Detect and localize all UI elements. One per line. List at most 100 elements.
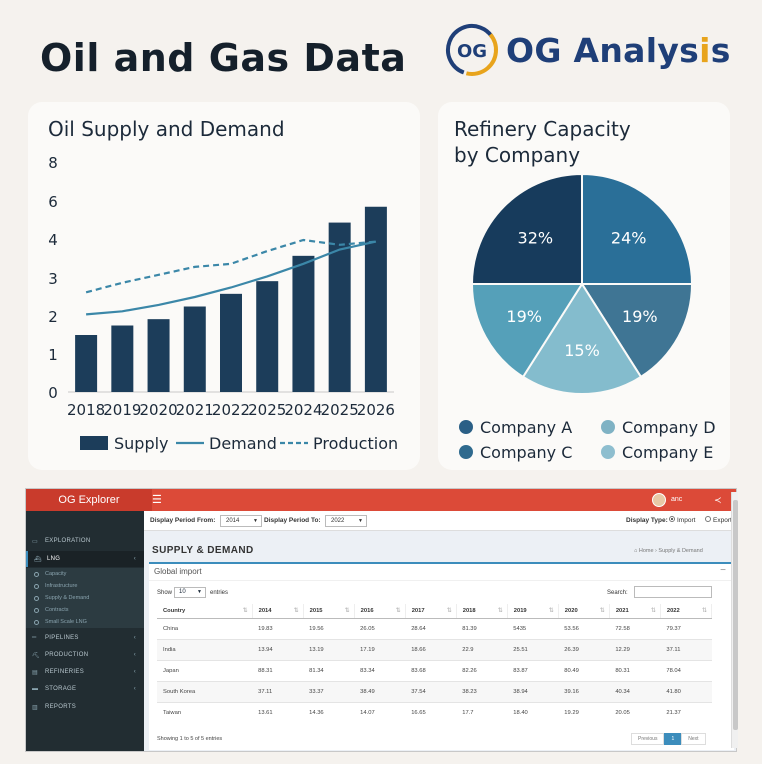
legend-dot	[459, 420, 473, 434]
sidebar-sub-contracts[interactable]: Contracts	[26, 604, 144, 616]
column-header[interactable]: 2015 ⇅	[303, 604, 355, 619]
pie-slice	[470, 283, 584, 379]
table-row: India 13.94 13.19 17.19 18.66 22.9 25.51 26.39 1…	[157, 638, 712, 660]
value-cell: 40.34	[609, 680, 661, 702]
y-tick-label: 8	[48, 154, 58, 172]
user-avatar[interactable]	[652, 493, 666, 507]
supply-bar	[183, 306, 206, 392]
period-to-label: Display Period To:	[264, 517, 321, 524]
value-cell: 16.65	[405, 701, 457, 723]
value-cell: 37.54	[405, 680, 457, 702]
caret-down-icon: ▼	[253, 518, 258, 524]
legend-company-label: Company C	[480, 443, 572, 462]
value-cell: 14.36	[303, 701, 355, 723]
share-icon[interactable]: ≺	[714, 495, 722, 505]
brand-name: OG Analysis	[506, 30, 731, 70]
column-header[interactable]: 2017 ⇅	[405, 604, 457, 619]
column-header[interactable]: 2014 ⇅	[252, 604, 304, 619]
legend-dot	[459, 445, 473, 459]
value-cell: 80.49	[558, 659, 610, 681]
scrollbar[interactable]	[731, 492, 738, 748]
explorer-brand[interactable]: OG Explorer	[26, 489, 152, 511]
table-row: Taiwan 13.61 14.36 14.07 16.65 17.7 18.40 19.29…	[157, 701, 712, 723]
x-tick-label: 2019	[103, 401, 141, 419]
entries-select[interactable]: 10 ▼	[174, 587, 206, 598]
x-tick-label: 2020	[139, 401, 177, 419]
reports-icon: ▥	[32, 704, 38, 711]
value-cell: 53.56	[558, 617, 610, 639]
filter-bar: Display Period From: 2014 ▼ Display Perio…	[144, 511, 736, 531]
chevron-left-icon: ‹	[133, 556, 136, 562]
value-cell: 22.9	[456, 638, 508, 660]
supply-bar	[75, 335, 98, 392]
sort-icon: ⇅	[344, 608, 350, 614]
chevron-left-icon: ‹	[133, 635, 136, 641]
value-cell: 72.58	[609, 617, 661, 639]
scroll-thumb[interactable]	[733, 500, 738, 730]
value-cell: 33.37	[303, 680, 355, 702]
column-header[interactable]: 2019 ⇅	[507, 604, 559, 619]
value-cell: 81.34	[303, 659, 355, 681]
import-radio[interactable]: Import	[669, 511, 695, 531]
sidebar-item-exploration[interactable]: ▭ EXPLORATION	[32, 538, 91, 545]
sidebar-item-pipelines[interactable]: ═ PIPELINES ‹	[32, 635, 136, 641]
sidebar-sub-capacity[interactable]: Capacity	[26, 568, 144, 580]
sidebar-item-production[interactable]: ⛏ PRODUCTION ‹	[32, 652, 136, 659]
column-header[interactable]: 2022 ⇅	[660, 604, 713, 619]
value-cell: 14.07	[354, 701, 406, 723]
sort-icon: ⇅	[242, 608, 248, 614]
sort-icon: ⇅	[395, 608, 401, 614]
table-info: Showing 1 to 5 of 5 entries	[157, 736, 223, 742]
sort-icon: ⇅	[650, 608, 656, 614]
exploration-icon: ▭	[32, 538, 38, 545]
refinery-capacity-pie: 32% 24% 19% 15% 19% Company A Company D Company…	[459, 172, 716, 462]
legend-company-label: Company D	[622, 418, 716, 437]
value-cell: 38.94	[507, 680, 559, 702]
section-title: SUPPLY & DEMAND	[152, 545, 254, 556]
sidebar-item-storage[interactable]: ▬ STORAGE ‹	[32, 686, 136, 692]
value-cell: 18.40	[507, 701, 559, 723]
value-cell: 81.39	[456, 617, 508, 639]
value-cell: 13.19	[303, 638, 355, 660]
minimize-icon[interactable]: −	[720, 565, 726, 576]
sort-icon: ⇅	[548, 608, 554, 614]
column-header[interactable]: 2016 ⇅	[354, 604, 406, 619]
sidebar-item-lng[interactable]: ⛴ LNG ‹	[26, 551, 144, 567]
period-from-label: Display Period From:	[150, 517, 216, 524]
sidebar-sub-infrastructure[interactable]: Infrastructure	[26, 580, 144, 592]
country-cell: India	[157, 638, 253, 660]
page-1-button[interactable]: 1	[664, 733, 682, 745]
column-header[interactable]: 2021 ⇅	[609, 604, 661, 619]
column-header[interactable]: Country ⇅	[157, 604, 253, 619]
og-logo-icon: OG	[446, 24, 498, 76]
next-button[interactable]: Next	[681, 733, 706, 745]
user-name[interactable]: anc	[671, 496, 683, 503]
previous-button[interactable]: Previous	[631, 733, 665, 745]
column-header[interactable]: 2018 ⇅	[456, 604, 508, 619]
sort-icon: ⇅	[446, 608, 452, 614]
column-header[interactable]: 2020 ⇅	[558, 604, 610, 619]
sidebar-sub-supply-demand[interactable]: Supply & Demand	[26, 592, 144, 604]
ship-icon: ⛴	[34, 556, 42, 563]
legend-supply-label: Supply	[114, 434, 169, 453]
y-tick-label: 3	[48, 270, 58, 288]
period-from-select[interactable]: 2014 ▼	[220, 515, 262, 527]
breadcrumb-home[interactable]: Home	[638, 548, 654, 554]
period-to-select[interactable]: 2022 ▼	[325, 515, 367, 527]
supply-demand-title: Oil Supply and Demand	[48, 117, 285, 141]
sidebar-item-reports[interactable]: ▥ REPORTS	[32, 704, 76, 711]
search-input[interactable]	[634, 586, 712, 598]
storage-icon: ▬	[32, 686, 39, 692]
value-cell: 13.61	[252, 701, 304, 723]
export-radio[interactable]: Export	[705, 511, 732, 531]
pie-slice-label: 19%	[622, 307, 658, 326]
value-cell: 80.31	[609, 659, 661, 681]
og-explorer-window: OG Explorer ☰ anc ≺ ▭ EXPLORATION ⛴ LNG ‹ C…	[25, 488, 737, 752]
sidebar-item-refineries[interactable]: ▤ REFINERIES ‹	[32, 669, 136, 676]
value-cell: 83.87	[507, 659, 559, 681]
x-tick-label: 2021	[176, 401, 214, 419]
menu-toggle-icon[interactable]: ☰	[152, 494, 162, 506]
sidebar-sub-small-scale-lng[interactable]: Small Scale LNG	[26, 616, 144, 628]
sort-icon: ⇅	[701, 608, 707, 614]
x-tick-label: 2024	[284, 401, 322, 419]
